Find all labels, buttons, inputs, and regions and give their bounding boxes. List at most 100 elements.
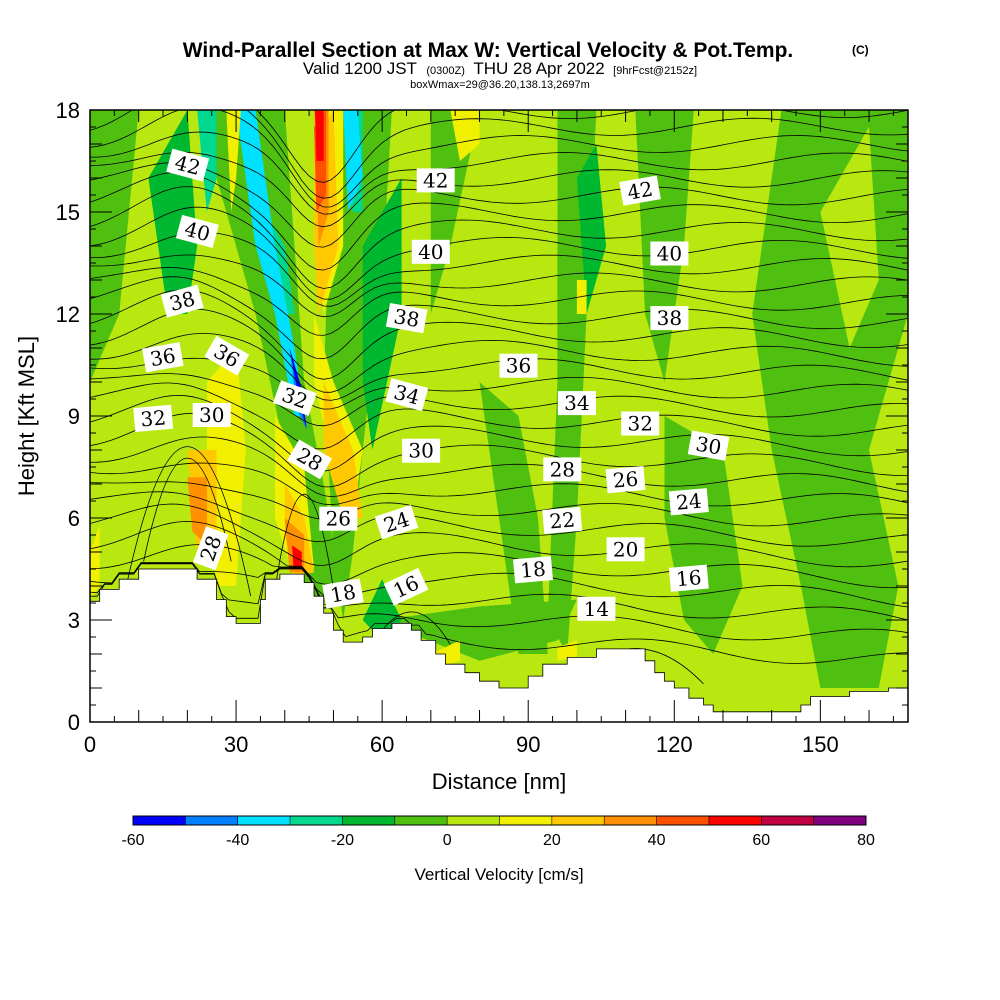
- theta-label-bg: [383, 567, 429, 606]
- velocity-region-36: [323, 382, 363, 518]
- colorbar-tick-label: -60: [121, 832, 144, 849]
- theta-label-bg: [385, 378, 429, 412]
- theta-label-4: 18: [513, 556, 553, 584]
- colorbar-bin-5: [394, 816, 448, 825]
- colorbar-bin-10: [656, 816, 709, 825]
- theta-contour-30: [90, 308, 908, 393]
- x-tick-label: 0: [84, 732, 96, 757]
- theta-label-bg: [175, 214, 219, 248]
- theta-label-text: 16: [675, 565, 702, 591]
- theta-label-6: 22: [542, 506, 583, 535]
- colorbar-tick-label: 40: [648, 832, 666, 849]
- theta-label-text: 30: [408, 439, 433, 463]
- theta-label-bg: [650, 306, 689, 331]
- x-tick-label: 30: [224, 732, 248, 757]
- theta-label-15: 30: [402, 438, 441, 463]
- theta-label-bg: [499, 353, 538, 378]
- theta-contour-26: [90, 382, 908, 450]
- theta-label-bg: [192, 403, 231, 427]
- theta-label-text: 34: [564, 391, 589, 415]
- theta-label-bg: [619, 175, 661, 206]
- theta-label-2: 16: [668, 564, 709, 592]
- theta-bowl-2: [274, 494, 334, 590]
- theta-label-bg: [416, 168, 455, 193]
- colorbar-bin-9: [604, 816, 657, 825]
- theta-label-text: 22: [548, 507, 575, 533]
- theta-contour-18: [90, 521, 908, 589]
- theta-label-text: 30: [694, 432, 723, 460]
- theta-label-13: 28: [543, 457, 582, 482]
- valid-time-label: Valid 1200 JST: [303, 59, 417, 78]
- velocity-region-12: [703, 110, 743, 314]
- theta-label-0: 14: [577, 596, 616, 621]
- x-tick-label: 150: [802, 732, 839, 757]
- colorbar-tick-label: 20: [543, 832, 561, 849]
- y-tick-label: 18: [56, 98, 80, 123]
- y-tick-label: 15: [56, 200, 80, 225]
- theta-label-bg: [374, 504, 419, 540]
- theta-label-text: 36: [148, 343, 177, 371]
- theta-contour-40: [90, 151, 908, 228]
- theta-contour-35: [90, 231, 908, 307]
- theta-label-bg: [606, 537, 645, 562]
- theta-label-22: 36: [142, 342, 184, 373]
- theta-contour-19: [90, 503, 908, 568]
- velocity-region-44: [292, 545, 302, 569]
- theta-label-text: 40: [418, 240, 443, 264]
- theta-label-text: 28: [550, 457, 575, 481]
- theta-label-bg: [192, 526, 229, 571]
- theta-label-text: 26: [612, 467, 639, 493]
- velocity-region-10: [382, 599, 577, 661]
- theta-label-bg: [605, 465, 646, 494]
- y-tick-label: 12: [56, 302, 80, 327]
- velocity-region-25: [226, 110, 241, 212]
- theta-contour-15: [90, 562, 908, 641]
- theta-bowl-0: [123, 446, 252, 597]
- colorbar-bin-2: [237, 816, 291, 825]
- theta-label-21: 34: [557, 391, 596, 416]
- theta-label-text: 18: [519, 557, 546, 583]
- theta-contour-29: [90, 333, 908, 401]
- theta-label-bg: [166, 148, 210, 182]
- theta-label-text: 30: [199, 403, 224, 427]
- theta-label-bg: [543, 457, 582, 482]
- valid-date-label: THU 28 Apr 2022: [473, 59, 604, 78]
- theta-label-text: 42: [625, 177, 654, 205]
- chart-subtitle: Valid 1200 JST (0300Z) THU 28 Apr 2022 […: [303, 59, 697, 78]
- y-axis-label: Height [Kft MSL]: [14, 336, 39, 496]
- theta-label-5: 20: [606, 537, 645, 562]
- theta-label-33: 42: [619, 175, 661, 206]
- theta-label-text: 24: [675, 489, 702, 515]
- theta-label-28: 40: [175, 214, 219, 248]
- theta-label-text: 32: [139, 405, 166, 431]
- theta-label-bg: [322, 578, 364, 609]
- colorbar-bin-7: [499, 816, 552, 825]
- colorbar-bin-3: [290, 816, 343, 825]
- theta-contour-22: [90, 462, 908, 507]
- chart-title: Wind-Parallel Section at Max W: Vertical…: [183, 39, 794, 62]
- theta-label-text: 32: [627, 412, 652, 436]
- colorbar-tick-label: -20: [331, 832, 354, 849]
- theta-contour-20: [90, 491, 908, 547]
- theta-label-19: 32: [621, 411, 660, 436]
- velocity-region-16: [576, 144, 607, 314]
- theta-contour-41: [90, 131, 908, 215]
- theta-contour-44: [255, 110, 908, 183]
- theta-contour-27: [90, 373, 908, 427]
- theta-label-text: 40: [657, 242, 682, 266]
- theta-label-16: 30: [687, 430, 730, 461]
- theta-label-bg: [542, 506, 583, 535]
- velocity-region-5: [479, 382, 548, 654]
- y-tick-label: 0: [68, 710, 80, 735]
- theta-label-17: 32: [133, 404, 174, 433]
- theta-contour-31: [90, 289, 908, 380]
- colorbar-bin-4: [342, 816, 395, 825]
- box-info-label: boxWmax=29@36.20,138.13,2697m: [410, 79, 590, 91]
- colorbar-bin-6: [447, 816, 500, 825]
- colorbar-tick-label: 0: [443, 832, 452, 849]
- theta-label-text: 26: [326, 507, 351, 531]
- theta-label-27: 38: [650, 306, 689, 331]
- theta-label-bg: [402, 438, 441, 463]
- theta-label-8: 24: [668, 488, 709, 516]
- theta-contour-32: [90, 276, 908, 360]
